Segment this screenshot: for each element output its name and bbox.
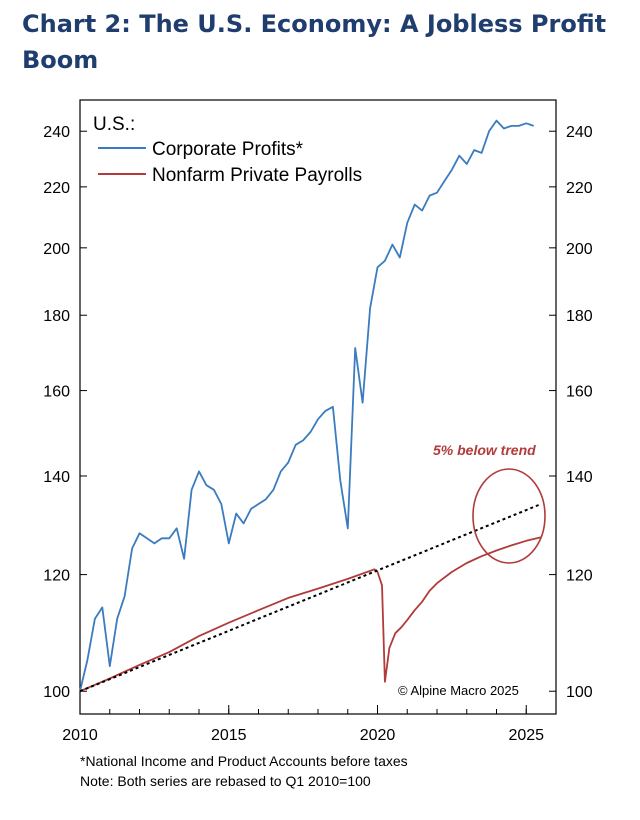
x-tick-label-2010: 2010	[62, 727, 98, 740]
y-tick-label-right-160: 160	[566, 384, 593, 401]
y-tick-label-left-180: 180	[43, 308, 70, 325]
y-tick-label-left-120: 120	[43, 568, 70, 585]
chart-title: Chart 2: The U.S. Economy: A Jobless Pro…	[22, 6, 622, 78]
footnote-rebase: Note: Both series are rebased to Q1 2010…	[80, 773, 371, 789]
y-tick-label-right-120: 120	[566, 568, 593, 585]
payrolls-line	[79, 536, 542, 693]
chart-title-line-2: Boom	[22, 46, 99, 74]
footnote-profits: *National Income and Product Accounts be…	[80, 753, 408, 769]
y-tick-label-right-180: 180	[566, 308, 593, 325]
legend-label-profits: Corporate Profits*	[152, 139, 304, 160]
annotation-circle	[472, 468, 546, 564]
y-tick-label-right-220: 220	[566, 180, 593, 197]
chart: 100 120 140 160 180 200 220 240 100 120 140 160 180…	[43, 99, 593, 740]
y-axis-left: 100 120 140 160 180 200 220 240	[43, 124, 87, 701]
y-tick-label-right-240: 240	[566, 124, 593, 141]
x-axis: 2010 2015 2020 2025	[62, 705, 557, 740]
panel-label: U.S.:	[93, 114, 135, 135]
y-axis-right: 100 120 140 160 180 200 220 240	[549, 124, 593, 701]
y-tick-label-left-220: 220	[43, 180, 70, 197]
x-tick-label-2015: 2015	[211, 727, 247, 740]
legend-label-payrolls: Nonfarm Private Payrolls	[152, 165, 362, 186]
x-tick-label-2020: 2020	[360, 727, 396, 740]
y-tick-label-right-100: 100	[566, 684, 593, 701]
y-tick-label-left-240: 240	[43, 124, 70, 141]
chart-title-line-1: Chart 2: The U.S. Economy: A Jobless Pro…	[22, 10, 607, 38]
x-tick-label-2025: 2025	[508, 727, 544, 740]
y-tick-label-right-140: 140	[566, 469, 593, 486]
y-tick-label-left-160: 160	[43, 384, 70, 401]
series-layer	[79, 119, 542, 693]
copyright-label: © Alpine Macro 2025	[398, 683, 519, 698]
y-tick-label-left-100: 100	[43, 684, 70, 701]
plot-frame	[79, 99, 557, 715]
trend-line	[79, 503, 542, 693]
annotation-below-trend: 5% below trend	[433, 442, 536, 458]
y-tick-label-right-200: 200	[566, 241, 593, 258]
y-tick-label-left-140: 140	[43, 469, 70, 486]
profits-line	[79, 119, 534, 692]
y-tick-label-left-200: 200	[43, 241, 70, 258]
